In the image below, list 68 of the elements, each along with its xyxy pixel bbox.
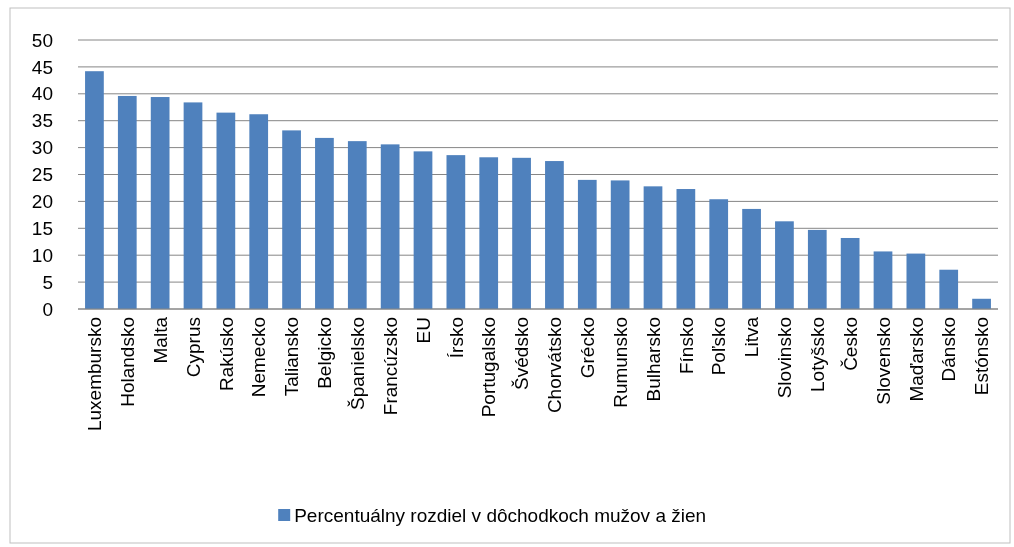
x-tick-label: Poľsko <box>708 317 730 376</box>
x-tick-label: Írsko <box>445 317 467 359</box>
bar <box>216 112 236 309</box>
x-tick-label: Švédsko <box>511 317 533 390</box>
y-tick-label: 30 <box>31 137 53 159</box>
y-tick-label: 15 <box>31 217 53 239</box>
x-tick-label: Maďarsko <box>905 317 927 402</box>
bar <box>183 102 203 309</box>
bar <box>380 144 400 309</box>
bar <box>249 114 269 309</box>
x-tick-label: Cyprus <box>182 317 204 378</box>
bar <box>315 137 334 309</box>
bar <box>840 237 860 309</box>
bar <box>873 251 893 309</box>
y-tick-label: 25 <box>31 164 53 186</box>
bar <box>545 161 564 309</box>
bar <box>676 189 696 309</box>
x-tick-label: EU <box>412 317 434 344</box>
x-tick-label: Holandsko <box>116 317 138 407</box>
bar <box>939 269 959 309</box>
y-tick-label: 0 <box>42 298 53 320</box>
x-tick-label: Lotyšsko <box>806 317 828 392</box>
x-tick-label: Taliansko <box>281 317 303 397</box>
bar <box>282 130 301 309</box>
x-tick-label: Portugalsko <box>478 317 500 418</box>
bar <box>610 180 630 309</box>
x-tick-label: Francúzsko <box>379 317 401 416</box>
x-tick-label: Slovensko <box>872 317 894 405</box>
y-tick-label: 40 <box>31 83 53 105</box>
legend-label: Percentuálny rozdiel v dôchodkoch mužov a žien <box>294 504 707 526</box>
y-tick-label: 35 <box>31 110 53 132</box>
bar <box>972 298 991 309</box>
x-tick-label: Grécko <box>576 317 598 379</box>
x-tick-label: Rakúsko <box>215 317 237 391</box>
y-tick-label: 10 <box>31 244 53 266</box>
x-tick-label: Dánsko <box>938 317 960 382</box>
bar <box>117 95 137 309</box>
bar <box>512 157 531 309</box>
x-tick-label: Estónsko <box>971 317 993 396</box>
bar <box>150 97 170 309</box>
bar <box>807 229 827 309</box>
x-tick-label: Malta <box>149 316 171 364</box>
bar <box>775 221 794 309</box>
x-tick-label: Chorvátsko <box>544 317 566 414</box>
y-tick-label: 45 <box>31 56 53 78</box>
x-tick-label: Bulharsko <box>642 317 664 402</box>
y-tick-label: 50 <box>31 29 53 51</box>
y-tick-label: 5 <box>42 271 53 293</box>
bar <box>85 71 104 309</box>
bar <box>413 151 433 309</box>
x-tick-label: Slovinsko <box>774 317 796 399</box>
x-tick-label: Česko <box>839 317 861 371</box>
x-tick-label: Španielsko <box>346 317 368 410</box>
x-tick-label: Nemecko <box>248 317 270 398</box>
bar <box>479 157 499 309</box>
bar <box>709 199 729 309</box>
x-tick-label: Belgicko <box>314 317 336 389</box>
x-tick-label: Fínsko <box>675 317 697 375</box>
x-tick-label: Luxembursko <box>84 317 106 432</box>
bar <box>446 155 466 309</box>
y-tick-label: 20 <box>31 191 53 213</box>
bar <box>347 141 367 309</box>
bar <box>906 253 926 309</box>
bar <box>742 208 761 309</box>
x-tick-label: Rumunsko <box>609 317 631 408</box>
x-tick-label: Litva <box>741 316 763 358</box>
bar <box>643 186 663 309</box>
bar <box>577 179 597 309</box>
